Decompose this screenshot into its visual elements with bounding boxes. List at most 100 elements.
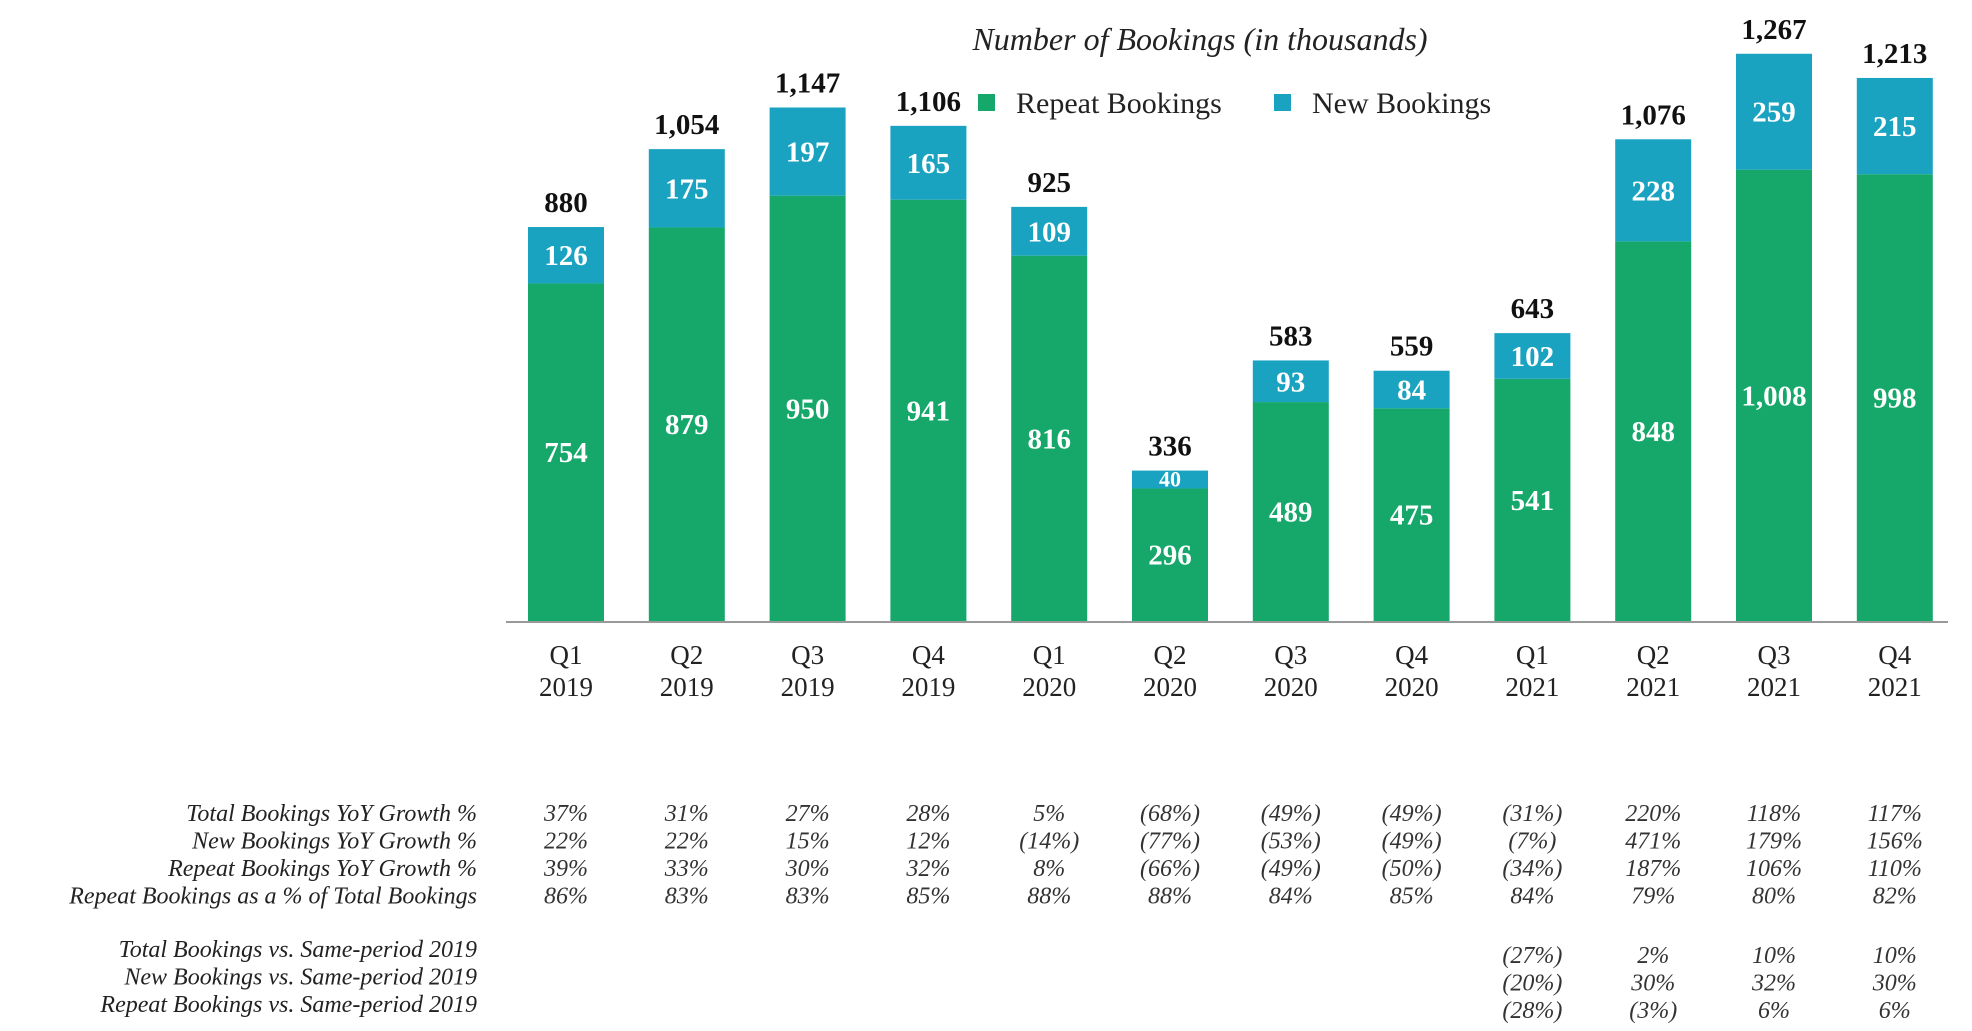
table-cell-1-1-10: 179%	[1746, 829, 1802, 855]
table-row-label-2-1: New Bookings vs. Same-period 2019	[123, 965, 477, 991]
tick-quarter-10: Q3	[1758, 640, 1791, 670]
tick-year-3: 2019	[901, 672, 955, 702]
bar-repeat-0	[528, 283, 604, 621]
label-repeat-6: 489	[1269, 497, 1313, 529]
table-cell-2-0-11: 10%	[1873, 943, 1917, 969]
label-total-1: 1,054	[654, 109, 719, 141]
label-total-9: 1,076	[1621, 99, 1686, 131]
table-cell-1-3-6: 84%	[1269, 884, 1313, 910]
table-row-label-1-0: Total Bookings YoY Growth %	[186, 801, 477, 827]
legend: Repeat Bookings New Bookings	[978, 87, 1491, 120]
table-cell-1-3-0: 86%	[544, 884, 588, 910]
table-cell-1-3-9: 79%	[1631, 884, 1675, 910]
chart-title: Number of Bookings (in thousands)	[971, 21, 1427, 57]
label-new-7: 84	[1397, 375, 1426, 407]
bar-repeat-8	[1494, 378, 1571, 621]
tick-quarter-0: Q1	[550, 640, 583, 670]
tick-year-6: 2020	[1264, 672, 1318, 702]
table-cell-2-0-8: (27%)	[1502, 943, 1562, 969]
tick-year-7: 2020	[1385, 672, 1439, 702]
table-cell-1-2-6: (49%)	[1261, 856, 1321, 882]
table-cell-2-1-11: 30%	[1872, 971, 1917, 997]
table-cell-1-1-7: (49%)	[1382, 829, 1442, 855]
table-cell-1-1-9: 471%	[1625, 829, 1681, 855]
tick-quarter-8: Q1	[1516, 640, 1549, 670]
tick-quarter-2: Q3	[791, 640, 824, 670]
bar-repeat-7	[1373, 408, 1450, 621]
label-total-3: 1,106	[896, 86, 961, 118]
table-cell-1-1-0: 22%	[544, 829, 588, 855]
table-cell-1-1-6: (53%)	[1261, 829, 1321, 855]
label-total-11: 1,213	[1862, 38, 1927, 70]
label-new-3: 165	[907, 148, 951, 180]
tick-quarter-9: Q2	[1637, 640, 1670, 670]
label-total-0: 880	[544, 187, 588, 219]
tick-year-2: 2019	[781, 672, 835, 702]
label-new-9: 228	[1631, 175, 1675, 207]
table-row-label-2-2: Repeat Bookings vs. Same-period 2019	[99, 992, 477, 1018]
table-cell-1-3-3: 85%	[906, 884, 950, 910]
table-row-label-1-1: New Bookings YoY Growth %	[191, 829, 477, 855]
bar-repeat-2	[769, 195, 846, 621]
bar-new-2	[769, 107, 846, 196]
table-cell-1-0-3: 28%	[906, 801, 950, 827]
table-cell-1-1-4: (14%)	[1019, 829, 1079, 855]
table-cell-2-0-9: 2%	[1637, 943, 1669, 969]
table-cell-2-1-10: 32%	[1751, 971, 1796, 997]
bar-new-3	[890, 125, 967, 200]
label-total-2: 1,147	[775, 67, 840, 99]
tick-year-5: 2020	[1143, 672, 1197, 702]
table-cell-1-3-2: 83%	[786, 884, 830, 910]
table-cell-2-2-9: (3%)	[1629, 998, 1677, 1024]
tick-quarter-6: Q3	[1274, 640, 1307, 670]
label-new-4: 109	[1027, 216, 1071, 248]
table-row-label-1-3: Repeat Bookings as a % of Total Bookings	[68, 884, 477, 910]
table-cell-1-3-5: 88%	[1148, 884, 1192, 910]
label-repeat-5: 296	[1148, 540, 1192, 572]
bar-new-1	[648, 149, 725, 228]
x-tick-labels: Q12019Q22019Q32019Q42019Q12020Q22020Q320…	[539, 640, 1922, 702]
table-cell-1-2-9: 187%	[1625, 856, 1681, 882]
label-repeat-2: 950	[786, 393, 830, 425]
table-cell-1-2-0: 39%	[543, 856, 588, 882]
bar-new-0	[528, 227, 604, 284]
table-cell-1-2-2: 30%	[785, 856, 830, 882]
label-new-11: 215	[1873, 111, 1917, 143]
legend-swatch-new	[1274, 94, 1291, 111]
table-cell-2-2-8: (28%)	[1502, 998, 1562, 1024]
label-repeat-0: 754	[544, 437, 588, 469]
tick-year-9: 2021	[1626, 672, 1680, 702]
label-total-7: 559	[1390, 331, 1434, 363]
label-repeat-4: 816	[1027, 423, 1071, 455]
table-row-label-2-0: Total Bookings vs. Same-period 2019	[119, 937, 477, 963]
legend-swatch-repeat	[978, 94, 995, 111]
table-cell-2-2-11: 6%	[1879, 998, 1911, 1024]
label-total-8: 643	[1511, 293, 1555, 325]
tick-year-0: 2019	[539, 672, 593, 702]
table-cell-1-0-4: 5%	[1033, 801, 1065, 827]
tick-quarter-4: Q1	[1033, 640, 1066, 670]
bar-repeat-10	[1736, 169, 1812, 622]
table-cell-1-3-1: 83%	[665, 884, 709, 910]
bar-repeat-5	[1132, 488, 1208, 621]
table-cell-1-0-1: 31%	[664, 801, 709, 827]
tick-year-11: 2021	[1868, 672, 1922, 702]
tick-quarter-3: Q4	[912, 640, 945, 670]
bar-repeat-9	[1615, 241, 1692, 621]
label-repeat-8: 541	[1511, 485, 1555, 517]
table-cell-1-2-10: 106%	[1746, 856, 1802, 882]
label-repeat-9: 848	[1631, 416, 1675, 448]
label-repeat-11: 998	[1873, 383, 1917, 415]
bar-new-7	[1373, 370, 1450, 409]
label-repeat-1: 879	[665, 409, 709, 441]
table-cell-1-1-8: (7%)	[1508, 829, 1556, 855]
table-cell-1-0-11: 117%	[1868, 801, 1922, 827]
label-new-0: 126	[544, 240, 588, 272]
table-cell-1-2-11: 110%	[1868, 856, 1922, 882]
metrics-table: Total Bookings YoY Growth % 37% 31% 27% 28% 5…	[68, 801, 1923, 1024]
tick-quarter-1: Q2	[670, 640, 703, 670]
table-cell-1-0-2: 27%	[786, 801, 830, 827]
bar-new-11	[1856, 77, 1933, 175]
table-cell-1-0-9: 220%	[1625, 801, 1681, 827]
bar-repeat-4	[1011, 255, 1088, 621]
